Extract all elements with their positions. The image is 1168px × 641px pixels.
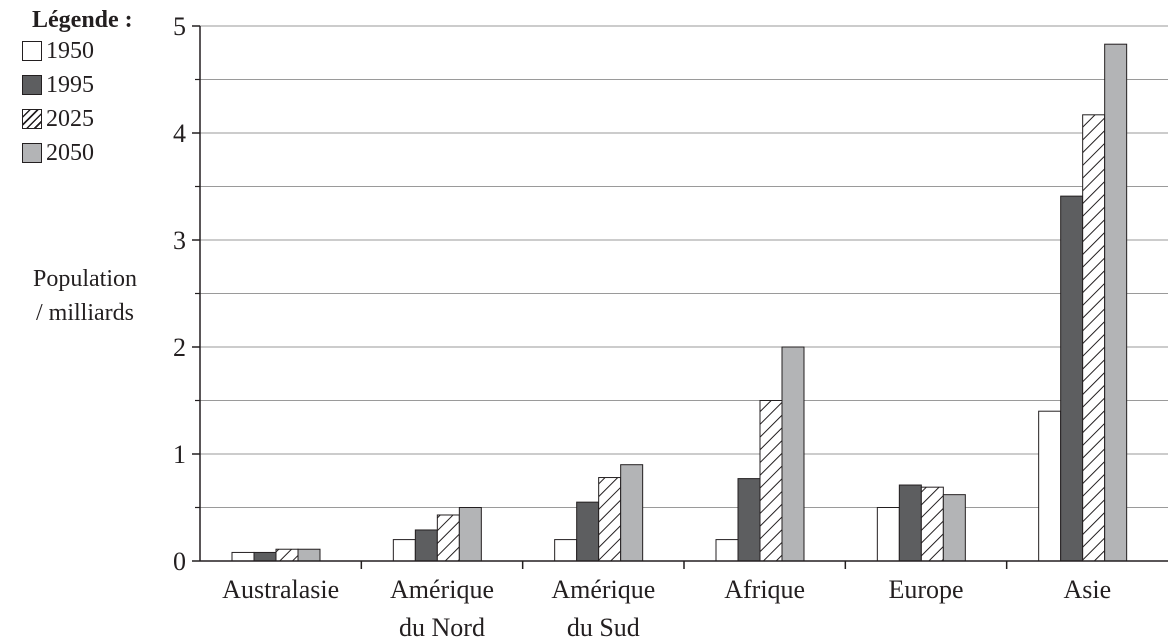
x-axis-ticks: Australasie Amérique du Nord Amérique du Sud… <box>222 561 1111 641</box>
x-tick-label: Australasie <box>222 575 339 604</box>
bar-2025 <box>1082 114 1106 562</box>
bar-1995 <box>414 529 438 562</box>
legend-title: Légende : <box>32 7 133 33</box>
bar-2025 <box>598 477 622 562</box>
gridlines <box>200 25 1168 508</box>
y-axis-label-line-2: / milliards <box>36 300 134 326</box>
legend-label-1995: 1995 <box>46 71 94 98</box>
legend-item-2025: 2025 <box>22 102 133 136</box>
bar-1950 <box>231 551 255 562</box>
y-tick-label: 0 <box>173 547 186 576</box>
bar-2025 <box>436 514 460 562</box>
legend-label-1950: 1950 <box>46 37 94 64</box>
legend-item-1950: 1950 <box>22 34 133 68</box>
y-axis-ticks: 0 1 2 3 4 5 <box>173 12 200 576</box>
y-axis-label-line-1: Population <box>32 266 137 292</box>
y-axis-label: Population / milliards <box>0 262 170 330</box>
bar-1950 <box>1038 410 1062 562</box>
bar-2050 <box>1104 43 1128 562</box>
legend-label-2050: 2050 <box>46 139 94 166</box>
bar-1995 <box>576 501 600 562</box>
bar-2050 <box>942 494 966 562</box>
x-tick-label: du Sud <box>567 613 640 641</box>
y-tick-label: 5 <box>173 12 186 41</box>
bar-2025 <box>759 400 783 562</box>
x-tick-label: Amérique <box>551 575 655 604</box>
legend-swatch-2025 <box>22 109 42 129</box>
x-tick-label: Amérique <box>390 575 494 604</box>
y-tick-label: 2 <box>173 333 186 362</box>
bar-2050 <box>458 507 482 562</box>
legend: Légende : 1950 1995 2025 2050 <box>22 6 133 170</box>
legend-swatch-1995 <box>22 75 42 95</box>
bar-2025 <box>275 548 299 562</box>
legend-swatch-2050 <box>22 143 42 163</box>
bar-1950 <box>876 507 900 562</box>
bars <box>231 43 1128 562</box>
bar-2050 <box>781 346 805 562</box>
legend-swatch-1950 <box>22 41 42 61</box>
bar-1950 <box>715 539 739 562</box>
x-tick-label: du Nord <box>399 613 485 641</box>
legend-item-1995: 1995 <box>22 68 133 102</box>
bar-2050 <box>297 548 321 562</box>
bar-1995 <box>1060 195 1084 562</box>
x-tick-label: Europe <box>888 575 963 604</box>
legend-label-2025: 2025 <box>46 105 94 132</box>
y-tick-label: 4 <box>173 119 186 148</box>
y-tick-label: 3 <box>173 226 186 255</box>
y-tick-label: 1 <box>173 440 186 469</box>
bar-1950 <box>554 539 578 562</box>
x-tick-label: Afrique <box>724 575 805 604</box>
bar-1950 <box>392 539 416 562</box>
x-tick-label: Asie <box>1063 575 1111 604</box>
bar-2025 <box>920 486 944 562</box>
bar-1995 <box>253 551 277 562</box>
bar-2050 <box>620 464 644 562</box>
bar-1995 <box>737 478 761 562</box>
bar-1995 <box>898 484 922 562</box>
legend-item-2050: 2050 <box>22 136 133 170</box>
